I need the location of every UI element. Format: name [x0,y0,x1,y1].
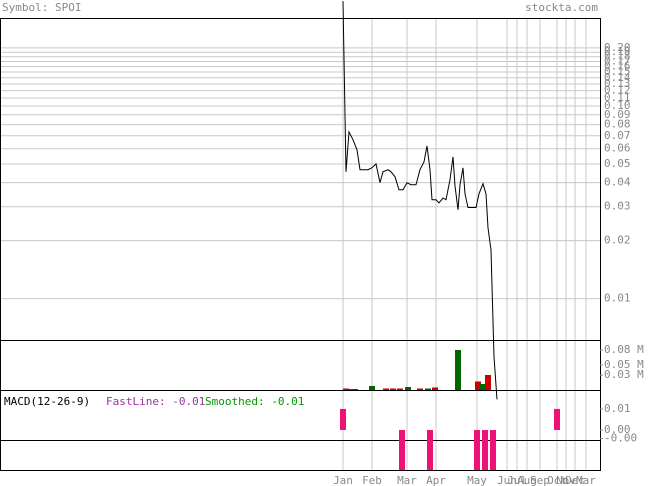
symbol: Symbol: SPOI [2,1,81,14]
frame [0,18,601,471]
y-tick-label: 0.14 [604,71,631,84]
bar [347,389,353,390]
bar [369,386,375,390]
x-tick-label: May [467,474,487,486]
bar [490,430,496,470]
x-tick-label: Jul [507,474,527,486]
fast-name: FastLine: [106,395,166,408]
bar [475,381,481,390]
bar [554,408,560,430]
bar [482,430,488,470]
bar [455,350,461,390]
y-tick-label: 0.01 [604,402,631,415]
bar [485,375,491,390]
x-tick-label: Jun [497,474,517,486]
x-tick-label: Jan [333,474,353,486]
y-tick-label: 0.03 M [604,368,644,381]
bar [427,430,433,470]
bar [340,408,346,430]
macd-smoothed: Smoothed: -0.01 [205,395,304,408]
x-tick-label: Mar [576,474,596,486]
x-tick-label: Dec [565,474,585,486]
y-tick-label: 0.10 [604,99,631,112]
y-tick-label: 0.19 [604,45,631,58]
bar [474,430,480,470]
x-tick-label: Aug [517,474,537,486]
x-tick-label: Oct [547,474,567,486]
y-tick-label: 0.12 [604,84,631,97]
bar [479,384,485,390]
x-tick-label: Feb [362,474,382,486]
bar [397,388,403,390]
y-tick-label: 0.01 [604,292,631,305]
y-tick-label: 0.02 [604,234,631,247]
y-tick-label: 0.05 M [604,358,644,371]
y-tick-label: 0.17 [604,55,631,68]
bar [352,389,358,390]
y-tick-label: 0.03 [604,200,631,213]
y-tick-label: 0.06 [604,142,631,155]
smooth-value: -0.01 [271,395,304,408]
y-tick-label: 0.08 [604,118,631,131]
macd-fast: FastLine: -0.01 [106,395,205,408]
y-tick-label: 0.04 [604,176,631,189]
y-tick-label: -0.00 [604,431,637,444]
bar [417,388,423,390]
site: stockta.com [525,1,598,14]
x-tick-label: Apr [426,474,446,486]
y-tick-label: 0.18 [604,50,631,63]
y-tick-label: 0.09 [604,108,631,121]
y-tick-label: 0.00 [604,423,631,436]
y-tick-label: 0.20 [604,41,631,54]
y-tick-label: 0.07 [604,129,631,142]
bar [343,388,349,390]
macd-title: MACD(12-26-9) [4,395,90,408]
bar [383,388,389,390]
price-line [342,1,498,400]
bar [399,430,405,470]
fast-value: -0.01 [172,395,205,408]
y-tick-label: 0.15 [604,65,631,78]
bar [432,387,438,390]
smooth-name: Smoothed: [205,395,265,408]
y-tick-label: 0.11 [604,91,631,104]
bar [405,387,411,390]
x-tick-label: Sep [530,474,550,486]
y-tick-label: 0.16 [604,60,631,73]
y-tick-label: 0.05 [604,157,631,170]
y-tick-label: 0.13 [604,77,631,90]
bar [390,388,396,390]
y-tick-label: 0.08 M [604,343,644,356]
x-tick-label: Mar [397,474,417,486]
x-tick-label: Nov [556,474,576,486]
bar [425,388,431,390]
